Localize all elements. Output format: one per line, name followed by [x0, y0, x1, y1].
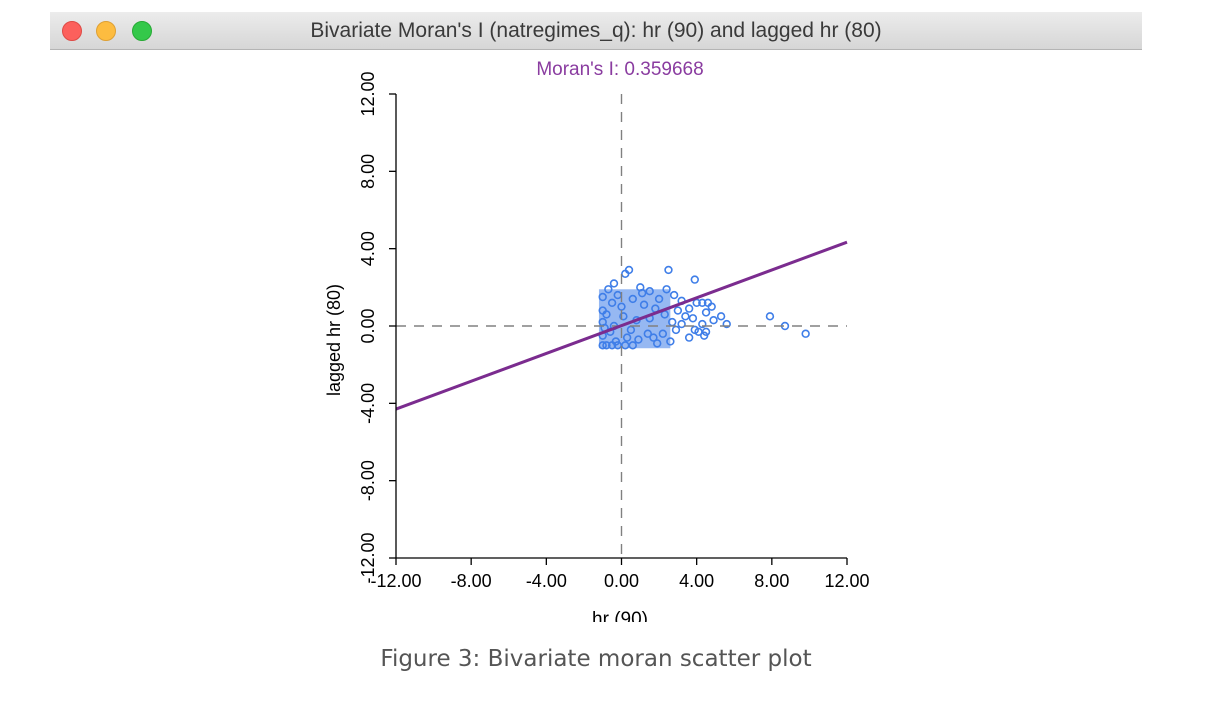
scatter-point	[653, 339, 662, 348]
scatter-point	[681, 312, 690, 321]
scatter-point	[637, 288, 647, 298]
y-tick-label: 4.00	[358, 231, 378, 266]
scatter-point	[669, 290, 679, 300]
scatter-point	[692, 298, 701, 308]
scatter-point	[645, 287, 654, 296]
scatter-point	[628, 294, 637, 304]
x-tick-label: 4.00	[679, 571, 714, 591]
x-tick-label: 8.00	[754, 571, 789, 591]
x-tick-label: 0.00	[604, 571, 639, 591]
scatter-point	[716, 312, 726, 321]
scatter-point	[662, 285, 671, 294]
scatter-point	[598, 292, 607, 302]
scatter-point	[664, 265, 673, 275]
y-tick-label: -12.00	[358, 532, 378, 583]
window-title: Bivariate Moran's I (natregimes_q): hr (…	[310, 19, 882, 42]
scatter-point	[707, 302, 716, 311]
scatter-point	[628, 341, 637, 350]
scatter-point	[598, 306, 607, 315]
scatter-point	[609, 279, 619, 288]
scatter-point	[619, 312, 628, 321]
x-axis-label: hr (90)	[592, 609, 648, 622]
plot-window: Bivariate Moran's I (natregimes_q): hr (…	[50, 12, 1142, 622]
scatter-point	[622, 333, 632, 342]
moran-scatter-plot[interactable]: Moran's I: 0.359668 -12.00 -8.00 -4.00 0.00…	[50, 50, 1142, 622]
chart-title: Moran's I: 0.359668	[536, 59, 703, 80]
x-tick-label: -4.00	[526, 571, 567, 591]
x-tick-label: -8.00	[451, 571, 492, 591]
scatter-point	[698, 319, 707, 329]
scatter-point	[634, 335, 643, 344]
y-tick-label: -4.00	[358, 383, 378, 424]
scatter-point	[688, 314, 698, 323]
figure-caption: Figure 3: Bivariate moran scatter plot	[380, 646, 812, 672]
y-tick-label: -8.00	[358, 460, 378, 501]
y-axis-label: lagged hr (80)	[324, 284, 344, 396]
scatter-point	[673, 306, 683, 315]
title-bar: Bivariate Moran's I (natregimes_q): hr (…	[50, 12, 1142, 50]
scatter-point	[639, 300, 649, 309]
scatter-point	[671, 325, 681, 335]
x-axis-ticks: -12.00 -8.00 -4.00 0.00 4.00 8.00 12.00	[370, 558, 870, 591]
scatter-point	[709, 316, 718, 325]
scatter-point	[602, 341, 611, 350]
scatter-point	[765, 312, 775, 321]
scatter-point	[604, 285, 613, 294]
scatter-point	[701, 327, 711, 336]
scatter-point	[701, 308, 711, 317]
y-tick-label: 12.00	[358, 71, 378, 116]
scatter-point	[649, 333, 658, 342]
minimize-window-button[interactable]	[96, 21, 116, 41]
zoom-window-button[interactable]	[132, 21, 152, 41]
scatter-point	[607, 298, 617, 308]
x-tick-label: -12.00	[370, 571, 421, 591]
scatter-point	[684, 304, 694, 313]
scatter-point	[643, 329, 653, 338]
scatter-point	[666, 337, 675, 346]
scatter-point	[621, 269, 630, 279]
scatter-point	[654, 294, 664, 304]
y-tick-label: 0.00	[358, 308, 378, 343]
scatter-point	[677, 319, 686, 329]
close-window-button[interactable]	[62, 21, 82, 41]
scatter-point	[684, 333, 694, 342]
y-axis-ticks: -12.00 -8.00 -4.00 0.00 4.00 8.00 12.00	[358, 71, 396, 584]
scatter-point	[658, 329, 668, 338]
scatter-point	[607, 341, 617, 350]
scatter-point	[690, 325, 699, 335]
scatter-point	[690, 275, 699, 284]
scatter-point	[598, 341, 607, 350]
regression-line	[395, 240, 848, 411]
scatter-point	[722, 319, 731, 329]
y-tick-label: 8.00	[358, 154, 378, 189]
x-tick-label: 12.00	[824, 571, 869, 591]
scatter-point	[801, 329, 810, 338]
scatter-point	[698, 298, 707, 308]
